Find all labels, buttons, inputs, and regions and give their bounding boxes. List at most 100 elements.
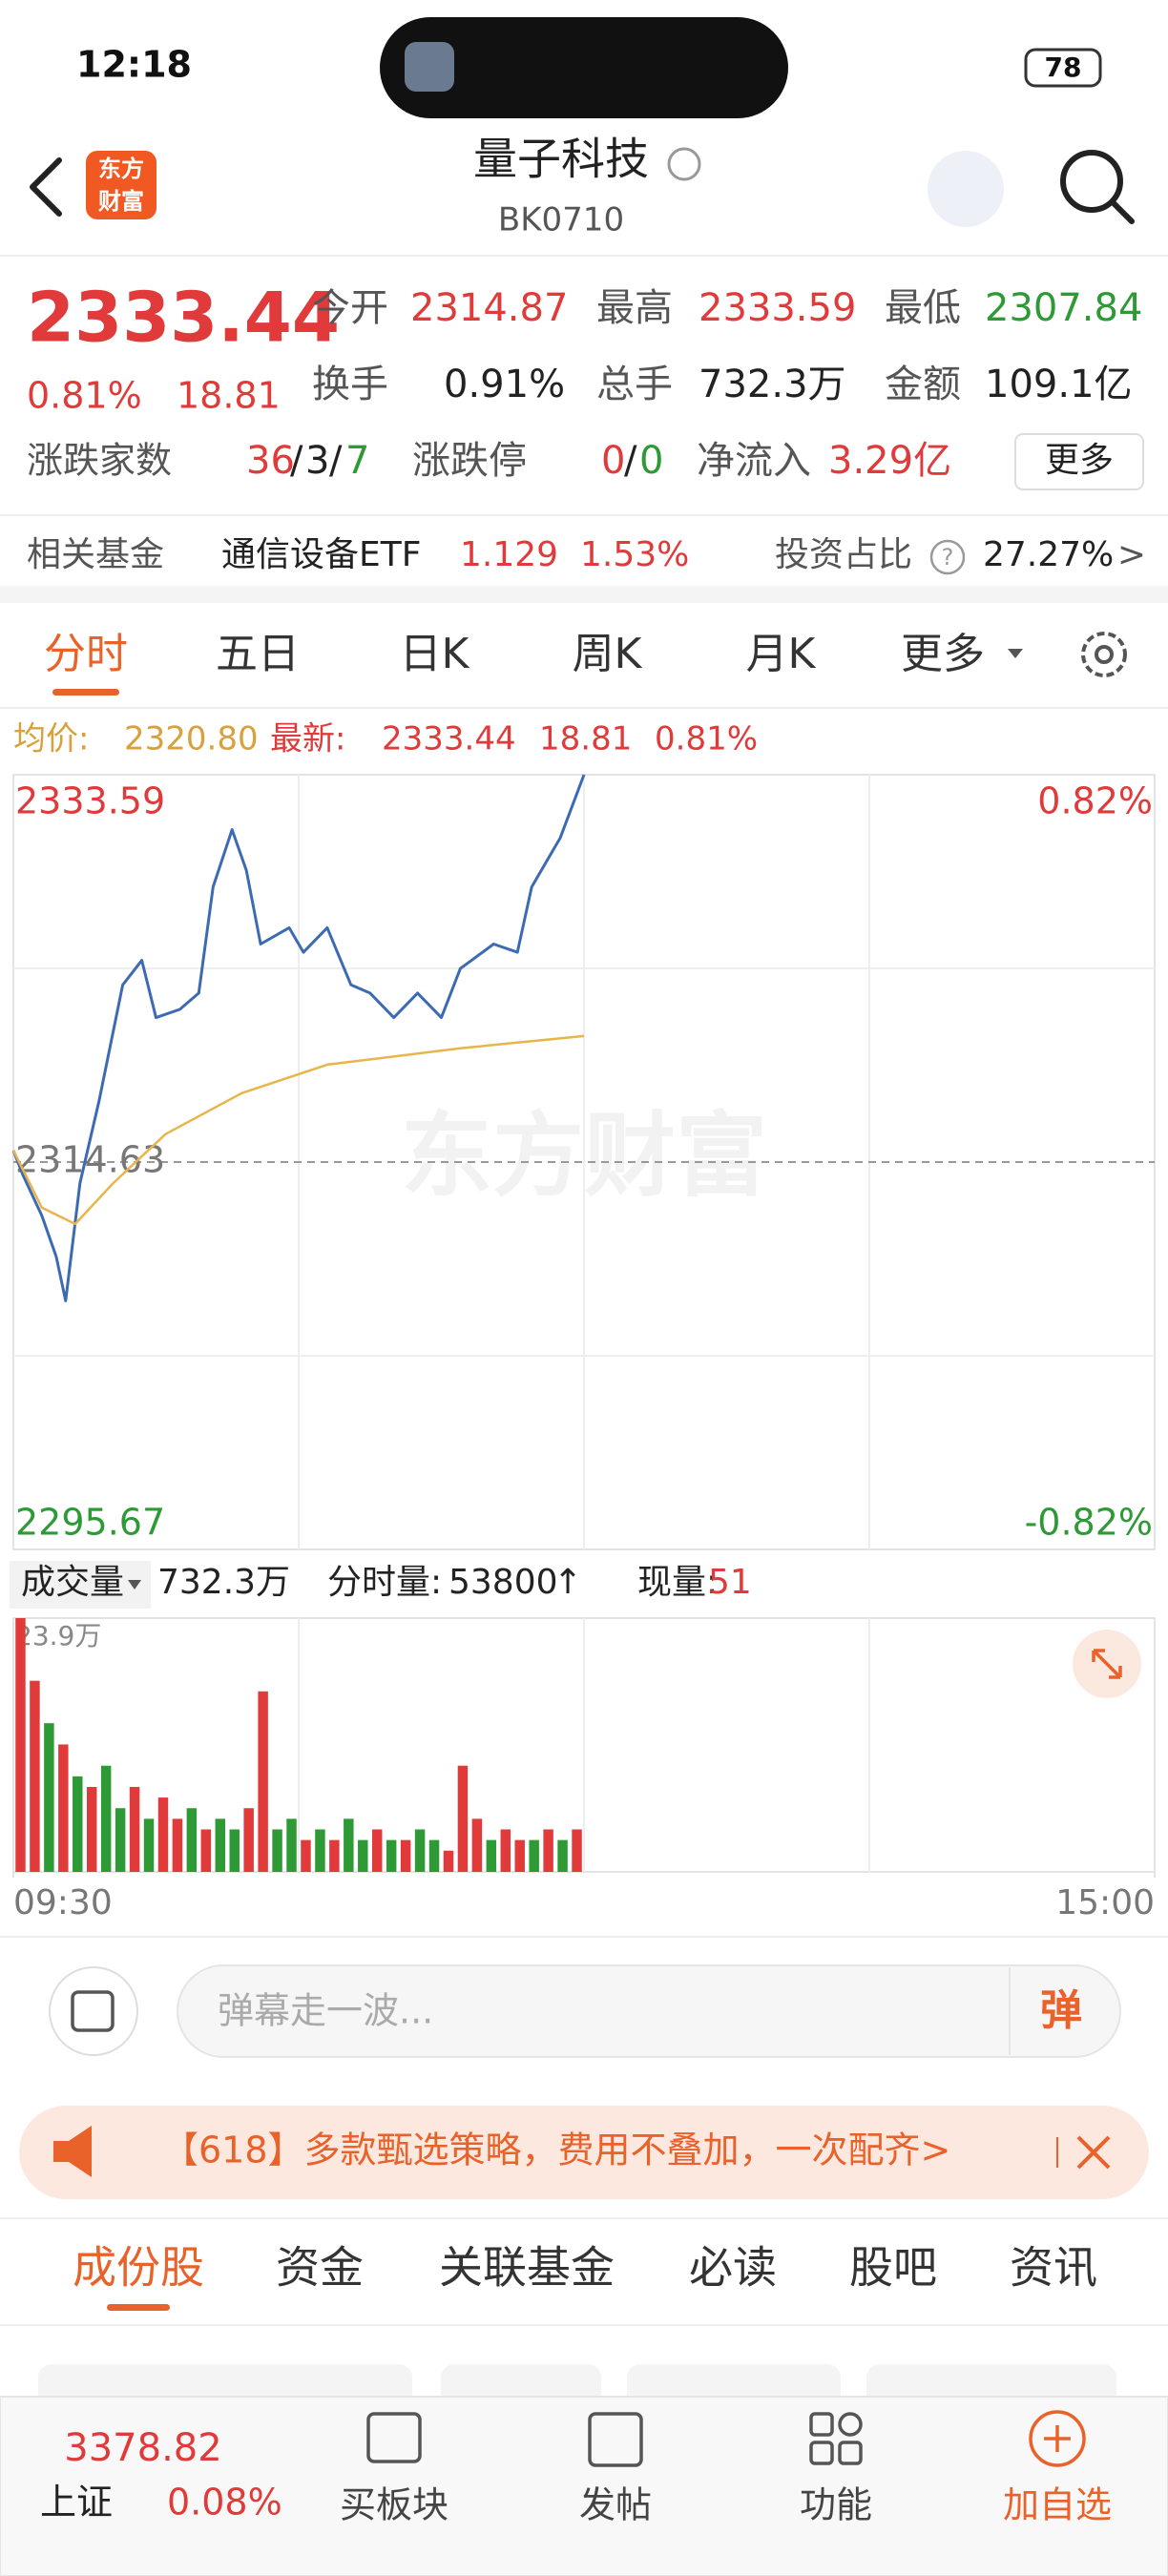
breadth-up: 36 — [246, 439, 295, 483]
nav-icon — [588, 2412, 643, 2467]
comment-input[interactable] — [177, 1964, 1121, 2058]
search-icon[interactable] — [1060, 150, 1123, 213]
volume-bar — [215, 1818, 226, 1872]
ratio-label: 投资占比 — [775, 535, 912, 574]
comment-settings[interactable] — [49, 1966, 138, 2056]
island-icon — [405, 42, 454, 92]
nav-item[interactable]: 发帖 — [579, 2484, 652, 2526]
fund-change: 1.53% — [580, 535, 689, 574]
nav-item[interactable]: 功能 — [800, 2484, 872, 2526]
chart-tab[interactable]: 更多 — [901, 630, 985, 678]
stat-value: 109.1亿 — [985, 363, 1133, 406]
more-button[interactable] — [1014, 433, 1144, 490]
avatar[interactable] — [928, 151, 1004, 227]
ratio-value: 27.27% — [983, 535, 1114, 574]
stat-label: 最高 — [596, 286, 673, 330]
comment-placeholder[interactable]: 弹幕走一波... — [218, 1990, 433, 2032]
stat-value: 2307.84 — [985, 286, 1142, 330]
nav-item[interactable]: 加自选 — [1003, 2484, 1112, 2526]
y-tick-label: 2333.59 — [15, 780, 165, 822]
volume-bar — [58, 1744, 69, 1872]
separator: / — [624, 439, 637, 483]
current-volume: 51 — [708, 1563, 752, 1602]
volume-bar — [329, 1839, 340, 1872]
volume-bar — [143, 1818, 155, 1872]
last-price: 2333.44 — [27, 278, 340, 358]
info-icon[interactable] — [667, 147, 701, 181]
stat-value: 732.3万 — [699, 363, 846, 406]
danmaku-button[interactable]: 弹 — [1040, 1986, 1082, 2035]
latest-label: 最新: — [270, 720, 345, 758]
chart-tab[interactable]: 五日 — [216, 630, 300, 678]
promo-banner[interactable] — [19, 2106, 1149, 2199]
volume-bar — [129, 1786, 140, 1872]
avg-label: 均价: — [13, 720, 89, 758]
chart-tab[interactable]: 月K — [746, 630, 817, 678]
section-tab[interactable]: 股吧 — [849, 2242, 937, 2294]
index-pct: 0.08% — [167, 2482, 282, 2524]
settings-icon-center — [1095, 645, 1114, 664]
volume-bar — [543, 1829, 553, 1872]
volume-bar — [386, 1839, 397, 1872]
volume-bar — [414, 1829, 426, 1872]
volume-bar — [400, 1839, 411, 1872]
volume-bar — [15, 1618, 26, 1872]
status-time: 12:18 — [76, 44, 192, 86]
section-tab[interactable]: 资金 — [276, 2242, 364, 2294]
chart-tab[interactable]: 日K — [400, 630, 470, 678]
section-tab[interactable]: 成份股 — [73, 2242, 204, 2294]
volume-bar — [73, 1776, 83, 1872]
index-value[interactable]: 3378.82 — [64, 2426, 221, 2470]
banner-text[interactable]: 【618】多款甄选策略，费用不叠加，一次配齐> — [162, 2129, 950, 2171]
help-icon[interactable] — [929, 539, 966, 575]
y2-tick-label: 0.82% — [1037, 780, 1153, 822]
close-banner[interactable] — [1076, 2135, 1111, 2170]
fund-label: 相关基金 — [27, 535, 164, 574]
stock-title: 量子科技 — [473, 134, 649, 185]
ratio-arrow[interactable]: > — [1117, 535, 1146, 574]
separator: / — [329, 439, 343, 483]
section-tab[interactable]: 资讯 — [1010, 2242, 1097, 2294]
volume-label[interactable]: 成交量 — [21, 1563, 124, 1602]
minute-volume-label: 分时量: — [327, 1563, 442, 1602]
price-line — [11, 774, 586, 1302]
breadth-flat: 3 — [305, 439, 329, 483]
volume-bar — [572, 1829, 582, 1872]
volume-bar — [115, 1808, 126, 1872]
x-tick-label: 09:30 — [13, 1883, 113, 1922]
dropdown-arrow — [128, 1580, 141, 1589]
volume-bar — [344, 1818, 354, 1872]
nav-item[interactable]: 买板块 — [340, 2484, 448, 2526]
stat-label: 最低 — [885, 286, 961, 330]
volume-total: 732.3万 — [157, 1563, 290, 1602]
section-tab[interactable]: 关联基金 — [439, 2242, 615, 2294]
battery — [1024, 48, 1102, 88]
fund-name[interactable]: 通信设备ETF — [221, 535, 421, 574]
battery-level: 78 — [1045, 52, 1082, 83]
volume-bar — [86, 1786, 97, 1872]
megaphone-icon — [53, 2126, 92, 2177]
chart-tab[interactable]: 周K — [573, 630, 643, 678]
chart-tab[interactable]: 分时 — [44, 630, 128, 678]
volume-bar — [243, 1808, 254, 1872]
dropdown-arrow — [1008, 649, 1023, 658]
current-volume-label: 现量: — [637, 1563, 718, 1602]
more-button-label[interactable]: 更多 — [1045, 441, 1114, 480]
volume-selector[interactable] — [10, 1561, 151, 1609]
search-icon-handle — [1110, 199, 1135, 224]
limit-label: 涨跌停 — [412, 439, 527, 483]
y-tick-label: 2295.67 — [15, 1502, 165, 1544]
back-button[interactable] — [30, 157, 62, 217]
tab-underline — [107, 2304, 170, 2311]
section-tab[interactable]: 必读 — [689, 2242, 777, 2294]
limit-down: 0 — [639, 439, 663, 483]
y2-tick-label: -0.82% — [1025, 1502, 1153, 1544]
settings-icon[interactable] — [1081, 632, 1127, 677]
volume-bar — [443, 1850, 454, 1872]
logo — [86, 151, 156, 219]
volume-bar — [371, 1829, 383, 1872]
bottom-nav — [0, 2396, 1168, 2576]
stat-value: 2314.87 — [410, 286, 568, 330]
separator: / — [290, 439, 303, 483]
